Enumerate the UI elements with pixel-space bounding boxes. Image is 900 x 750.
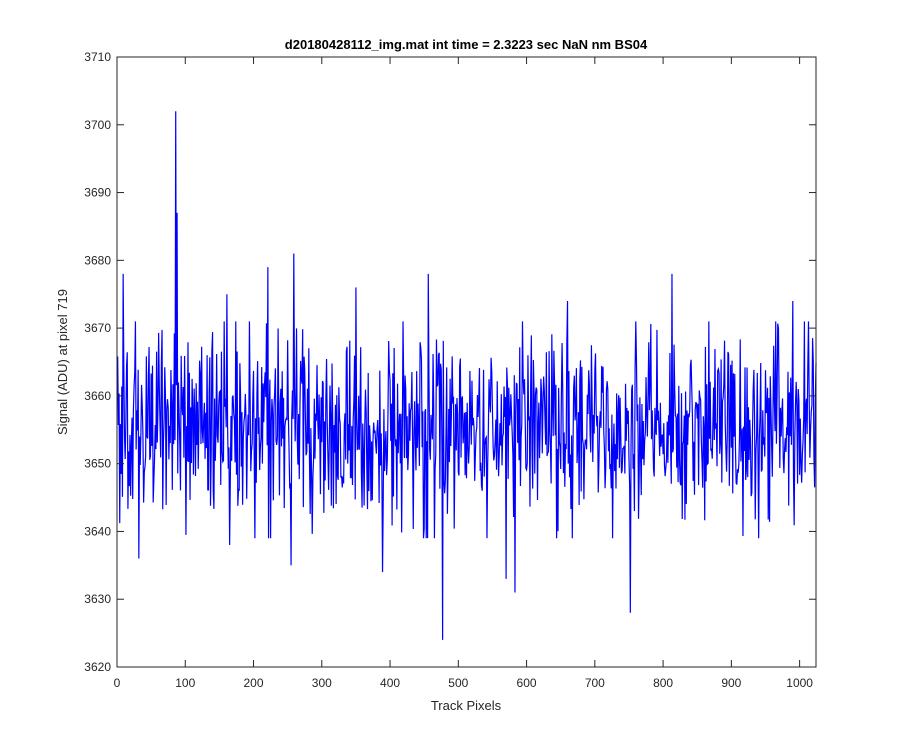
- y-tick-label: 3710: [84, 50, 111, 64]
- x-tick-label: 200: [244, 676, 264, 690]
- y-tick-label: 3680: [84, 253, 111, 267]
- x-tick-label: 100: [175, 676, 195, 690]
- plot-background: [117, 57, 816, 667]
- y-tick-label: 3650: [84, 457, 111, 471]
- y-tick-label: 3620: [84, 660, 111, 674]
- x-axis-label: Track Pixels: [431, 698, 502, 713]
- x-tick-label: 600: [517, 676, 537, 690]
- x-tick-label: 400: [380, 676, 400, 690]
- axes: 0 100 200 300 400 500 600 700 800 900 1000 3620 3630…: [84, 50, 817, 690]
- x-tick-label: 900: [721, 676, 741, 690]
- x-tick-label: 800: [653, 676, 673, 690]
- x-tick-label: 1000: [786, 676, 813, 690]
- y-tick-label: 3660: [84, 389, 111, 403]
- y-tick-label: 3700: [84, 118, 111, 132]
- signal-series-line: [117, 111, 817, 640]
- y-tick-label: 3630: [84, 592, 111, 606]
- y-axis-label: Signal (ADU) at pixel 719: [55, 289, 70, 435]
- x-tick-label: 300: [312, 676, 332, 690]
- axes-box: [116, 56, 817, 668]
- y-tick-label: 3640: [84, 524, 111, 538]
- x-tick-label: 0: [114, 676, 121, 690]
- plot-area: [117, 57, 817, 667]
- chart-title: d20180428112_img.mat int time = 2.3223 s…: [285, 37, 648, 52]
- x-tick-label: 500: [448, 676, 468, 690]
- y-tick-label: 3670: [84, 321, 111, 335]
- y-tick-label: 3690: [84, 186, 111, 200]
- x-tick-label: 700: [585, 676, 605, 690]
